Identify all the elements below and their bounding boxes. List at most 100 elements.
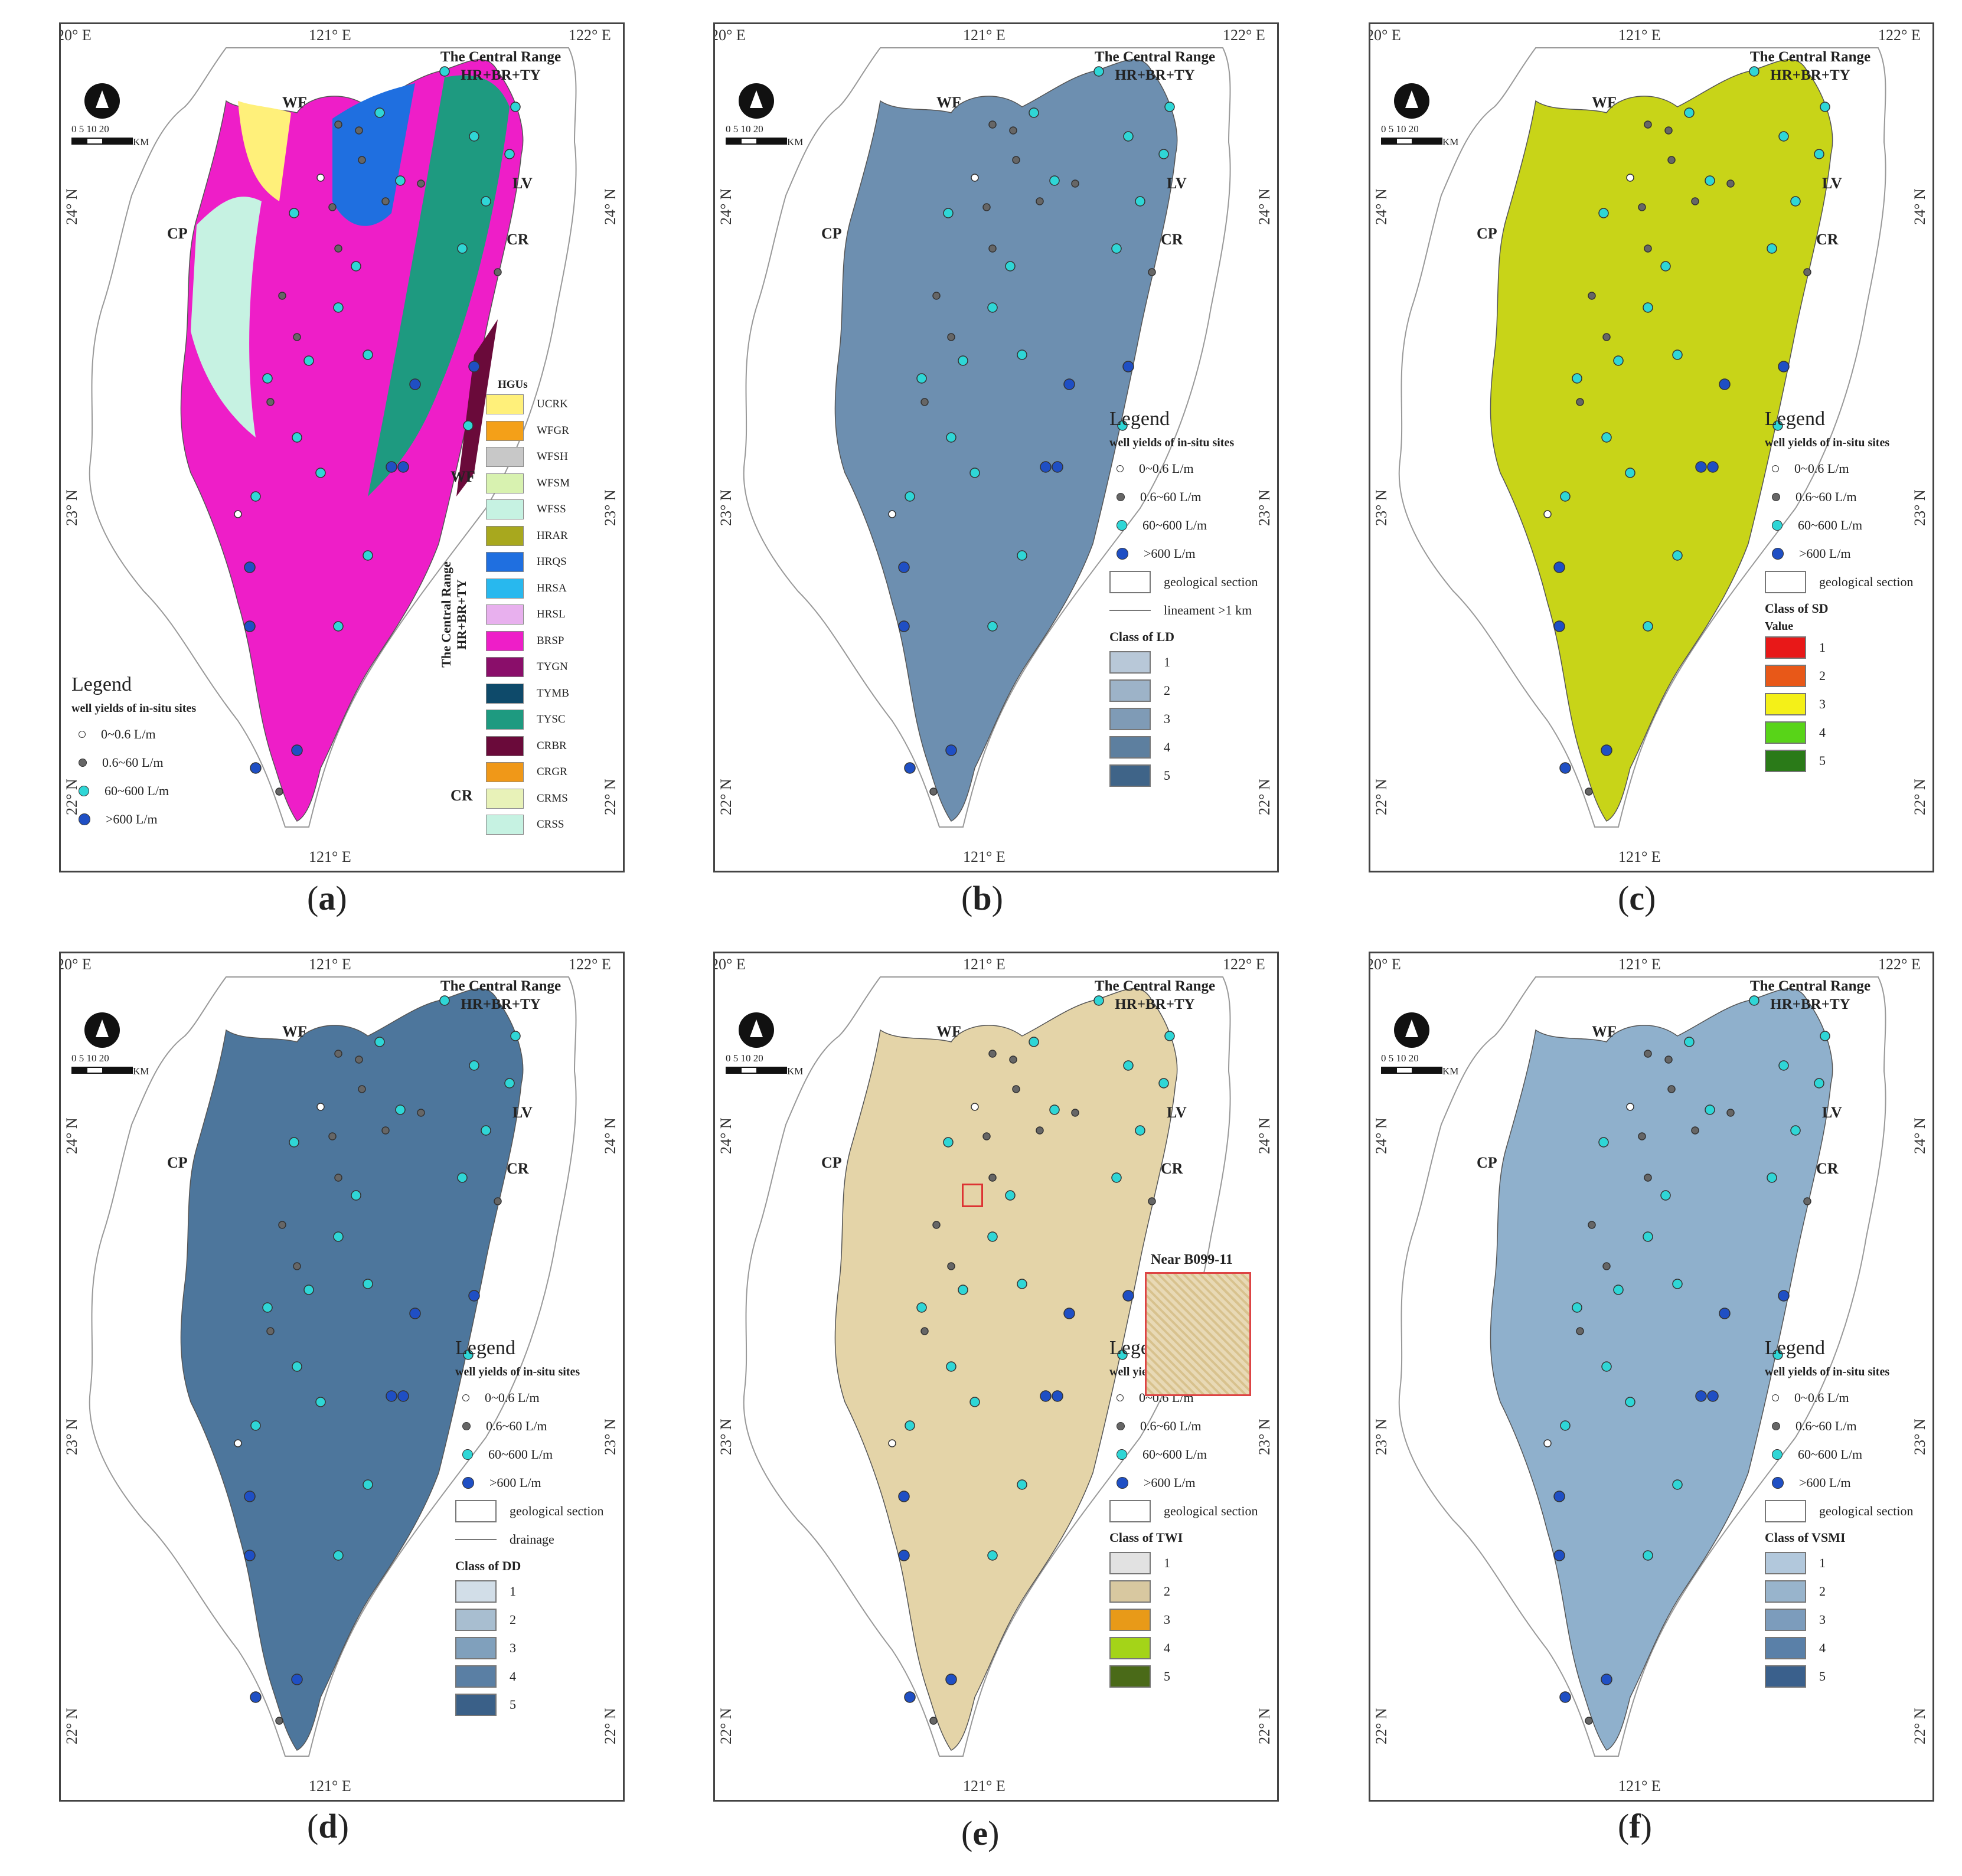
north-arrow-icon [84,1012,120,1048]
legend-geo-section-swatch [1765,1500,1806,1522]
region-cp: CP [167,225,188,242]
well-site-marker [1602,1262,1611,1270]
well-site-marker [1705,1104,1715,1115]
study-area [834,988,1178,1751]
lat-tick-left: 24° N [717,1117,734,1154]
caption-d: (d) [307,1807,349,1845]
legend-geo-section-label: geological section [1819,574,1914,589]
well-site-marker [904,1691,916,1703]
well-site-marker [1553,561,1565,573]
class-row: 4 [1765,1634,1930,1662]
class-row: 3 [1109,1606,1275,1634]
well-site-marker [1644,1174,1652,1182]
hgu-row: WFSM [486,470,616,497]
class-row: 4 [1109,733,1275,761]
map-panel-b: 120° E 121° E 122° E 121° E 24° N 24° N 23° N 2… [713,22,1279,872]
well-site-marker [333,1231,344,1242]
range-title-line: The Central Range [1749,49,1871,65]
region-wf: WF [282,94,307,111]
well-site-marker [971,174,979,182]
geology-unit [368,75,510,496]
hgu-swatch [486,788,524,809]
well-site-marker [1625,1397,1635,1407]
study-area [180,988,524,1751]
well-site-marker [971,1103,979,1111]
well-site-marker [1705,175,1715,186]
legend-subtitle: well yields of in-situ sites [1765,436,1890,449]
value-label: Value [1765,620,1794,633]
inset-locator-box [962,1184,983,1207]
scale-bar-graphic [726,1067,787,1074]
legend-yield-label: 0.6~60 L/m [1795,489,1857,504]
region-wf: WF [1592,1023,1617,1040]
well-site-marker [481,1125,491,1136]
legend-yield-label: 0.6~60 L/m [1795,1419,1857,1433]
legend-yield-row: 0~0.6 L/m [1765,1384,1930,1412]
north-arrow-icon [739,1012,774,1048]
class-row: 5 [1109,1662,1275,1691]
well-site-marker [234,1439,242,1447]
well-site-marker [1643,302,1653,313]
well-site-marker [316,174,325,182]
well-site-marker [457,243,468,254]
yield-marker-icon [1772,1477,1784,1489]
well-site-marker [1749,66,1759,77]
map-panel-f: 120° E 121° E 122° E 121° E 24° N 24° N 23° N 2… [1369,952,1934,1802]
class-row: 5 [455,1691,621,1719]
well-site-marker [1158,1078,1169,1089]
lon-tick-top: 121° E [1618,27,1661,44]
well-site-marker [1814,1078,1824,1089]
well-site-marker [988,244,997,253]
well-site-marker [1644,1050,1652,1058]
well-site-marker [328,1132,337,1140]
hgu-swatch [486,499,524,520]
legend-geo-section: geological section [1765,1497,1930,1525]
class-swatch [1109,764,1151,787]
lon-tick-top: 122° E [569,27,611,44]
hgu-swatch [486,394,524,415]
map-panel-d: 120° E 121° E 122° E 121° E 24° N 24° N 23° N 2… [59,952,625,1802]
hgu-group-range-line: HR+BR+TY [454,579,469,650]
region-cp: CP [1477,225,1497,242]
well-site-marker [1626,174,1634,182]
hgu-swatch [486,447,524,468]
legend-yield-label: >600 L/m [1799,546,1851,561]
legend-lineament-label: lineament >1 km [1164,603,1252,617]
legend-title: Legend [71,674,132,695]
legend-geo-section: geological section [1109,1497,1275,1525]
hgu-row: TYMB [486,681,616,707]
scale-bar-graphic [71,1067,133,1074]
class-label: 2 [1164,1584,1170,1599]
scale-unit: KM [133,136,149,148]
hgu-code: WFSH [537,450,568,463]
scale-unit: KM [787,1066,804,1077]
caption-c: (c) [1618,879,1656,917]
region-lv: LV [1167,1104,1187,1121]
hgu-code: UCRK [537,398,568,411]
yield-marker-icon [1117,1449,1127,1460]
range-title-line: The Central Range [1094,49,1216,65]
legend-yield-label: 0~0.6 L/m [1139,461,1194,476]
class-label: 4 [1819,725,1826,740]
class-row: 1 [1109,1549,1275,1577]
region-cp: CP [167,1154,188,1171]
scale-label: 0 5 10 20 [71,1053,109,1064]
yield-marker-icon [1772,493,1780,501]
well-site-marker [363,1479,373,1490]
well-site-marker [395,1104,406,1115]
well-site-marker [439,66,450,77]
well-site-marker [920,1327,929,1335]
legend-geo-section-swatch [1765,571,1806,593]
lon-tick-top: 121° E [963,956,1006,973]
well-site-marker [1049,175,1060,186]
well-site-marker [250,491,261,502]
hgu-code: HRSA [537,581,567,594]
well-site-marker [504,149,515,159]
yield-marker-icon [79,813,90,825]
range-title-line: The Central Range [440,978,561,994]
legend-yield-label: 0~0.6 L/m [485,1390,540,1405]
range-title-line: The Central Range [1094,978,1216,994]
legend-yield-label: 60~600 L/m [488,1447,553,1462]
lat-tick-left: 24° N [63,1117,80,1154]
